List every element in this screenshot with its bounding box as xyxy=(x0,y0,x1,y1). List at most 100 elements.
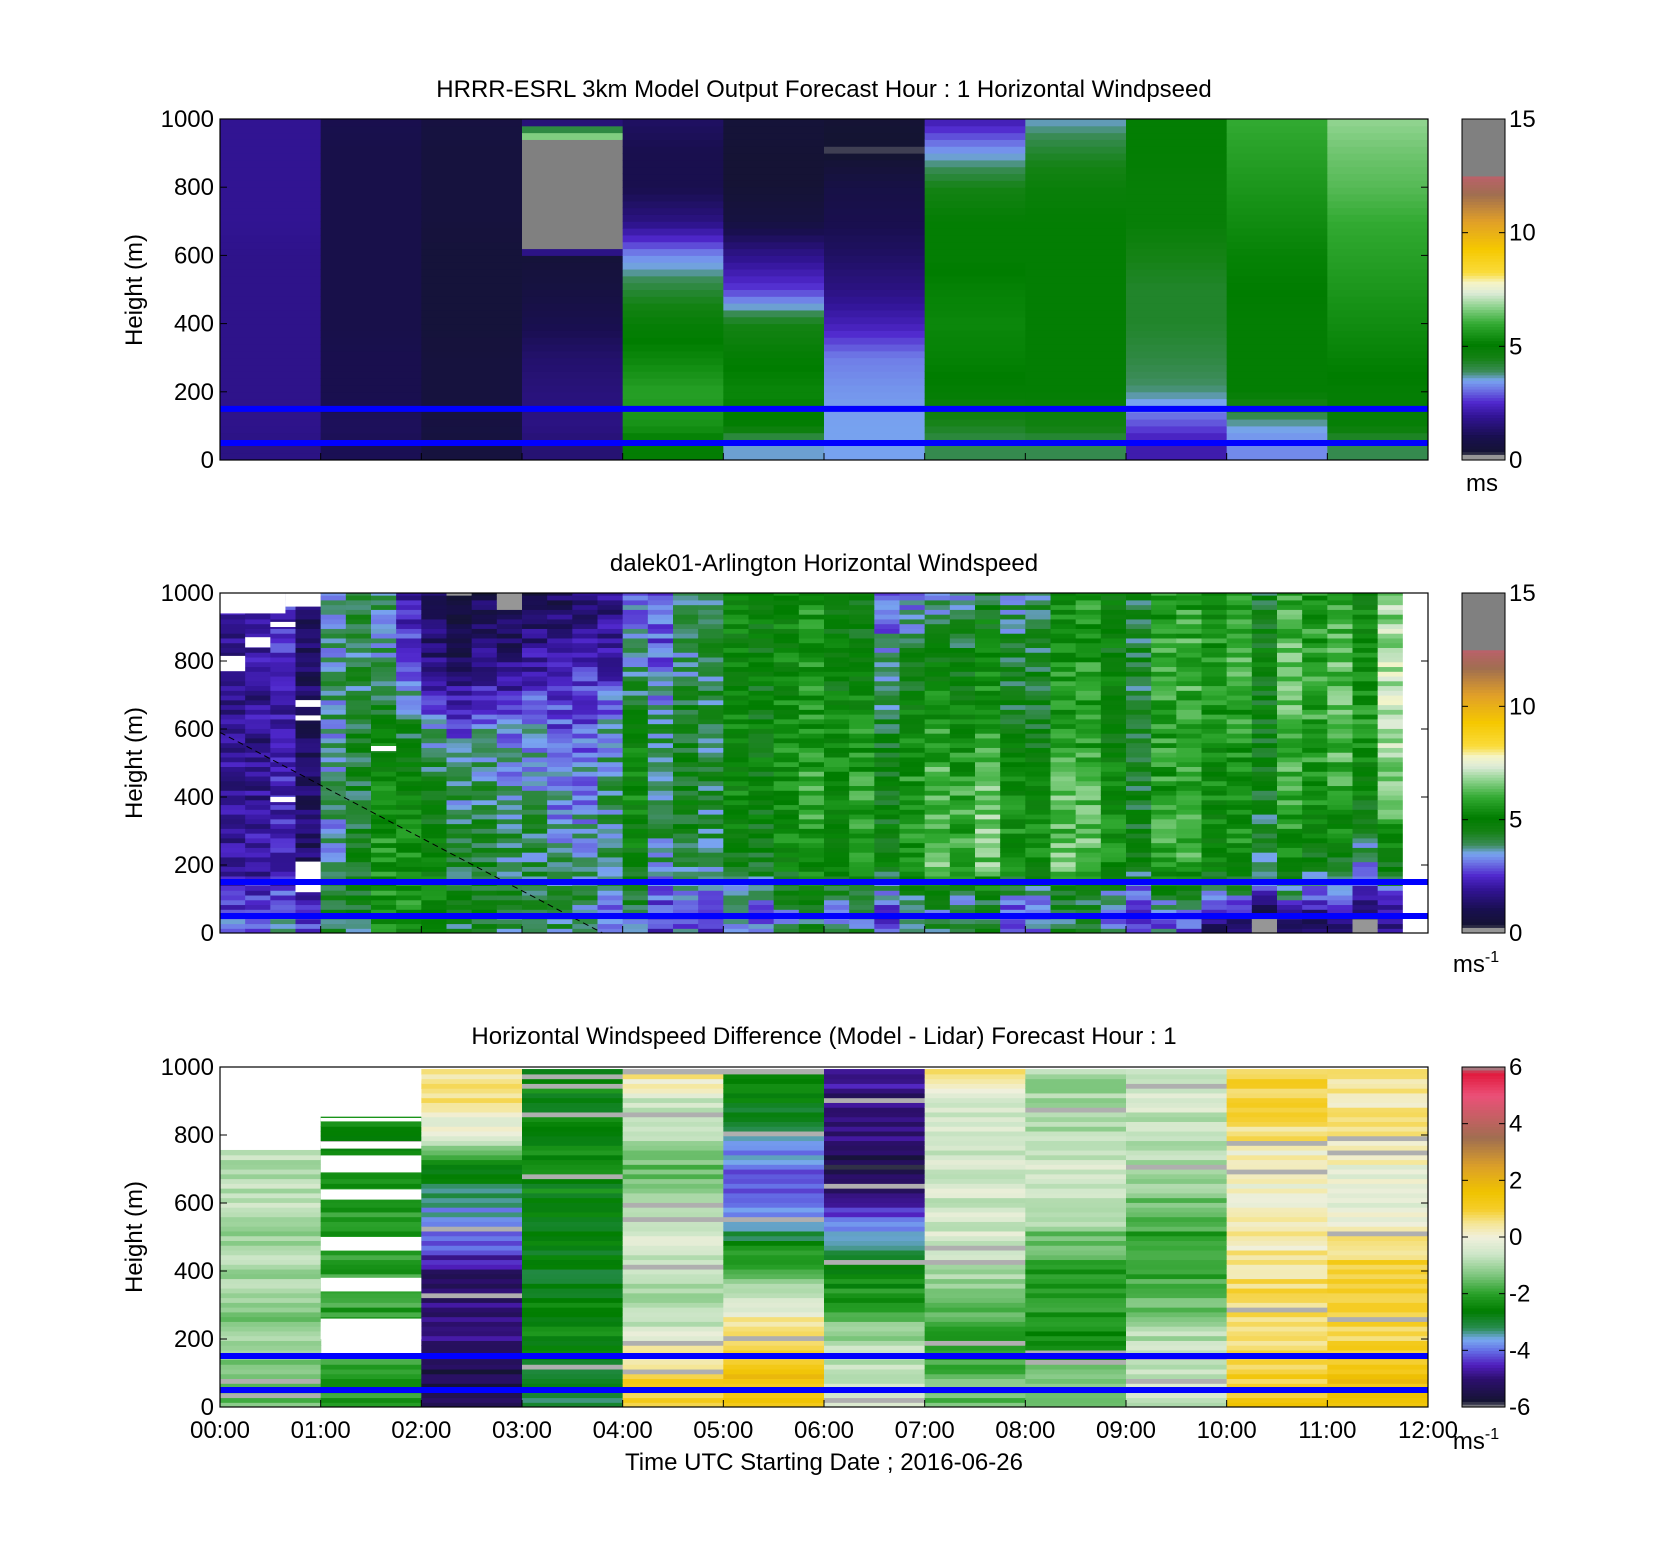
heatmap-cell xyxy=(220,614,246,620)
heatmap-cell xyxy=(622,628,649,634)
heatmap-cell xyxy=(824,671,850,677)
heatmap-cell xyxy=(1352,661,1379,668)
heatmap-cell xyxy=(421,1397,523,1403)
heatmap-cell xyxy=(471,842,498,848)
heatmap-cell xyxy=(1352,890,1379,896)
heatmap-cell xyxy=(622,666,649,672)
heatmap-cell xyxy=(874,852,901,858)
heatmap-cell xyxy=(1151,628,1177,634)
heatmap-cell xyxy=(1302,666,1328,672)
heatmap-cell xyxy=(798,728,825,734)
heatmap-cell xyxy=(220,756,246,763)
heatmap-cell xyxy=(496,861,523,867)
heatmap-cell xyxy=(798,637,825,644)
heatmap-cell xyxy=(1126,618,1152,625)
colorbar-swatch xyxy=(1462,884,1505,889)
heatmap-cell xyxy=(975,652,1001,658)
heatmap-cell xyxy=(647,593,674,596)
heatmap-cell xyxy=(673,704,699,710)
heatmap-cell xyxy=(1176,923,1203,929)
heatmap-cell xyxy=(975,690,1001,696)
heatmap-cell xyxy=(345,823,372,829)
heatmap-cell xyxy=(949,909,976,915)
heatmap-cell xyxy=(572,799,599,806)
heatmap-cell xyxy=(572,928,599,933)
heatmap-cell xyxy=(1000,804,1026,810)
colorbar-swatch xyxy=(1462,791,1505,795)
heatmap-cell xyxy=(371,733,397,739)
heatmap-cell xyxy=(949,661,976,668)
heatmap-cell xyxy=(1226,248,1328,256)
heatmap-cell xyxy=(1251,837,1278,844)
heatmap-cell xyxy=(849,780,875,787)
heatmap-cell xyxy=(421,159,523,168)
heatmap-cell xyxy=(220,652,246,658)
heatmap-cell xyxy=(1201,923,1228,929)
heatmap-cell xyxy=(1025,1335,1127,1341)
heatmap-cell xyxy=(975,771,1001,777)
heatmap-cell xyxy=(899,852,926,858)
y-tick-label: 200 xyxy=(174,852,214,879)
heatmap-cell xyxy=(1075,609,1102,615)
heatmap-cell xyxy=(572,866,599,872)
heatmap-cell xyxy=(824,289,926,297)
heatmap-cell xyxy=(295,756,322,763)
heatmap-cell xyxy=(1277,666,1303,672)
heatmap-cell xyxy=(849,733,875,739)
heatmap-cell xyxy=(1126,1226,1228,1232)
heatmap-cell xyxy=(1025,1307,1127,1313)
heatmap-cell xyxy=(622,728,649,734)
heatmap-cell xyxy=(1302,766,1328,772)
heatmap-cell xyxy=(421,593,448,596)
heatmap-cell xyxy=(924,262,1026,270)
heatmap-cell xyxy=(345,709,372,715)
heatmap-cell xyxy=(220,637,246,644)
heatmap-cell xyxy=(1075,690,1102,696)
heatmap-cell xyxy=(798,823,825,829)
colorbar-swatch xyxy=(1462,207,1505,211)
heatmap-cell xyxy=(320,1249,422,1256)
heatmap-cell xyxy=(874,904,901,910)
heatmap-cell xyxy=(1151,871,1177,877)
heatmap-cell xyxy=(1277,699,1303,706)
heatmap-cell xyxy=(421,1149,523,1156)
heatmap-cell xyxy=(421,357,523,366)
colorbar-swatch xyxy=(1462,746,1505,750)
heatmap-cell xyxy=(1226,623,1253,629)
heatmap-cell xyxy=(496,652,523,658)
heatmap-cell xyxy=(824,1207,926,1213)
heatmap-cell xyxy=(622,166,724,175)
heatmap-cell xyxy=(320,742,347,748)
heatmap-cell xyxy=(622,275,724,284)
heatmap-cell xyxy=(295,814,322,820)
heatmap-cell xyxy=(270,809,297,815)
heatmap-cell xyxy=(1352,623,1379,629)
heatmap-cell xyxy=(295,828,322,834)
heatmap-cell xyxy=(1277,642,1303,648)
heatmap-cell xyxy=(1126,918,1152,925)
heatmap-cell xyxy=(1176,599,1203,606)
heatmap-cell xyxy=(220,723,246,729)
heatmap-cell xyxy=(597,804,624,810)
heatmap-cell xyxy=(824,642,850,648)
heatmap-cell xyxy=(320,1178,422,1184)
heatmap-cell xyxy=(1075,666,1102,672)
heatmap-cell xyxy=(1075,637,1102,644)
heatmap-cell xyxy=(622,425,724,434)
heatmap-cell xyxy=(471,593,498,596)
heatmap-cell xyxy=(1025,599,1052,606)
heatmap-cell xyxy=(622,1278,724,1284)
heatmap-cell xyxy=(723,1268,825,1275)
heatmap-cell xyxy=(975,875,1001,882)
colorbar-swatch xyxy=(1462,819,1505,824)
heatmap-cell xyxy=(547,709,573,715)
heatmap-cell xyxy=(245,780,271,787)
colorbar-swatch xyxy=(1462,352,1505,356)
heatmap-cell xyxy=(345,675,372,682)
heatmap-cell xyxy=(1201,775,1228,782)
colorbar-swatch xyxy=(1462,150,1505,154)
colorbar-swatch xyxy=(1462,828,1505,832)
heatmap-cell xyxy=(1000,633,1026,639)
heatmap-cell xyxy=(1201,918,1228,925)
heatmap-cell xyxy=(1327,241,1428,250)
